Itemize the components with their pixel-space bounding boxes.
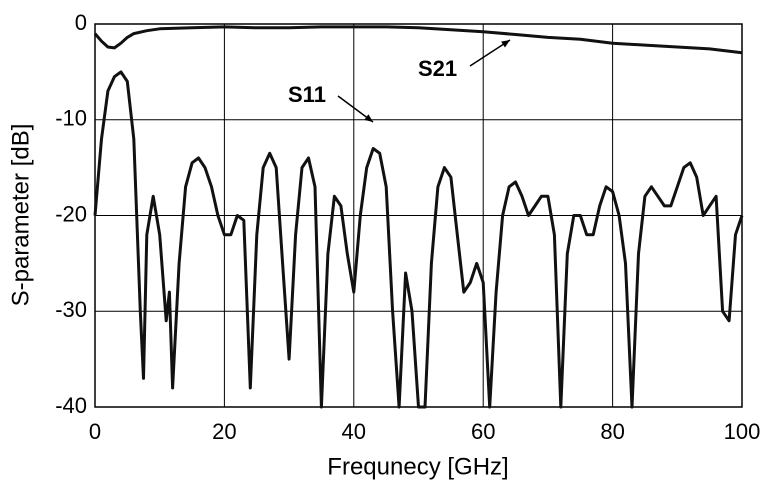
x-tick-label: 40 <box>342 419 366 444</box>
y-tick-label: -20 <box>55 201 87 226</box>
arrow-head <box>364 114 373 122</box>
x-tick-label: 0 <box>89 419 101 444</box>
x-tick-label: 100 <box>724 419 760 444</box>
series-label: S11 <box>288 82 326 107</box>
y-tick-label: 0 <box>75 10 87 35</box>
x-tick-label: 20 <box>212 419 236 444</box>
x-axis-title: Frequnecy [GHz] <box>327 453 508 480</box>
arrow-head <box>501 40 510 48</box>
y-tick-label: -30 <box>55 297 87 322</box>
y-tick-label: -10 <box>55 106 87 131</box>
series-label: S21 <box>418 56 457 81</box>
series-line <box>93 25 743 55</box>
x-tick-label: 80 <box>600 419 624 444</box>
y-tick-label: -40 <box>55 393 87 418</box>
series-line <box>93 70 744 409</box>
x-tick-label: 60 <box>471 419 495 444</box>
y-axis-title: S-parameter [dB] <box>7 124 34 307</box>
